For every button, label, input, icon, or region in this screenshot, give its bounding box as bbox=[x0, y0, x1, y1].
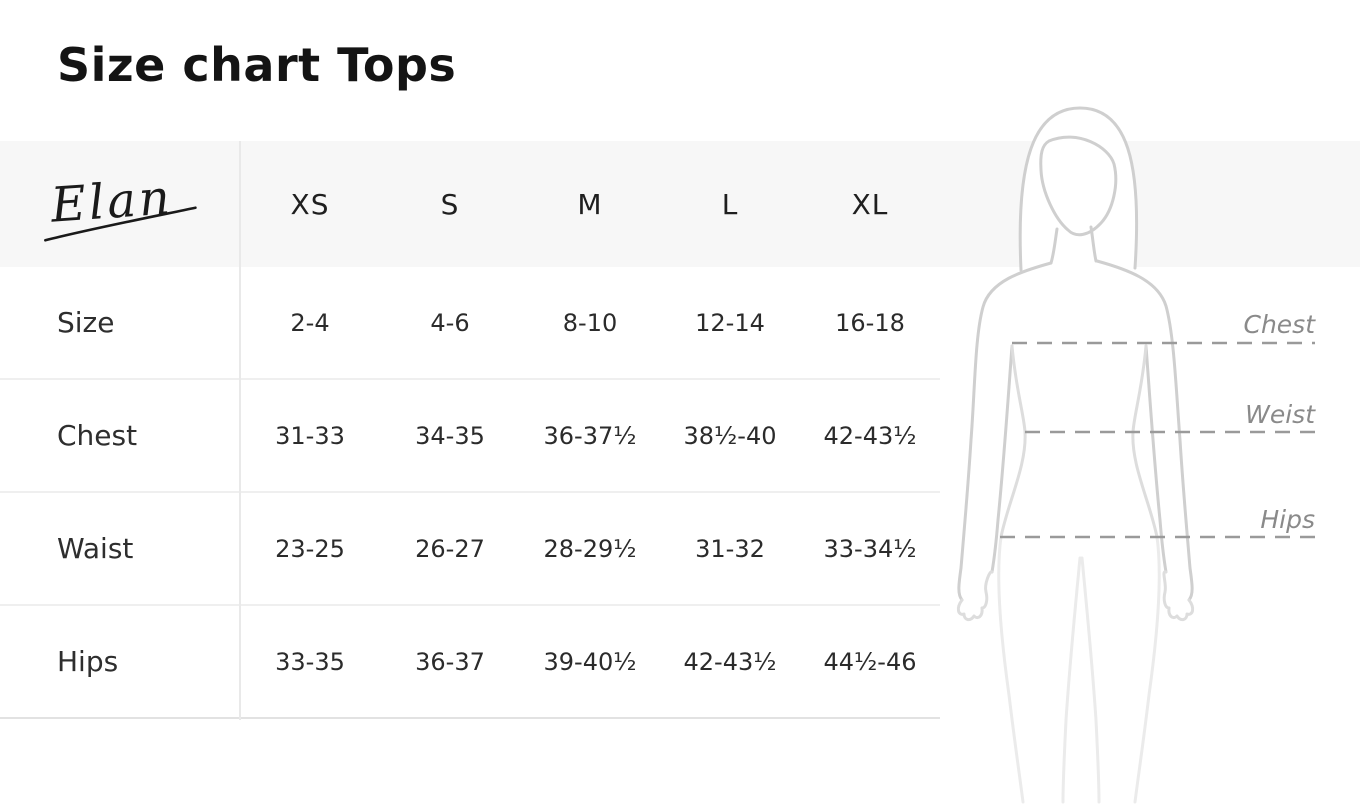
size-header-m: M bbox=[577, 187, 603, 221]
hair-outline bbox=[1018, 106, 1139, 272]
size-header-l: L bbox=[721, 187, 739, 221]
chest-measure-label: Chest bbox=[1243, 310, 1315, 339]
right-outer-leg bbox=[1133, 535, 1161, 804]
neck-right bbox=[1089, 225, 1098, 263]
size-xl-value: 16-18 bbox=[835, 308, 905, 337]
right-inner-arm bbox=[1144, 344, 1168, 574]
size-chart-table: Elan XS S M L XL Size 2-4 4-6 8-10 12-14… bbox=[0, 141, 940, 719]
shoulder-fill bbox=[984, 265, 1178, 375]
left-inner-leg bbox=[1061, 556, 1082, 804]
chest-l-value: 38½-40 bbox=[683, 421, 777, 450]
table-row-chest: Chest 31-33 34-35 36-37½ 38½-40 42-43½ bbox=[0, 380, 940, 493]
waist-xl-value: 33-34½ bbox=[823, 534, 917, 563]
size-m-value: 8-10 bbox=[562, 308, 618, 337]
neck-left bbox=[1049, 227, 1059, 265]
waist-xs-value: 23-25 bbox=[275, 534, 345, 563]
table-row-size: Size 2-4 4-6 8-10 12-14 16-18 bbox=[0, 267, 940, 380]
right-hand bbox=[1162, 570, 1195, 622]
hips-l-value: 42-43½ bbox=[683, 647, 777, 676]
hips-xs-value: 33-35 bbox=[275, 647, 345, 676]
left-inner-arm bbox=[990, 344, 1014, 574]
row-label-waist: Waist bbox=[57, 532, 134, 565]
table-column-divider bbox=[239, 141, 241, 720]
hips-s-value: 36-37 bbox=[415, 647, 485, 676]
waist-l-value: 31-32 bbox=[695, 534, 765, 563]
waist-s-value: 26-27 bbox=[415, 534, 485, 563]
hips-xl-value: 44½-46 bbox=[823, 647, 917, 676]
hips-measure-label: Hips bbox=[1260, 505, 1315, 534]
female-figure-illustration bbox=[930, 100, 1360, 804]
chest-xs-value: 31-33 bbox=[275, 421, 345, 450]
row-label-hips: Hips bbox=[57, 645, 119, 678]
size-header-s: S bbox=[440, 187, 460, 221]
weist-measure-label: Weist bbox=[1245, 400, 1315, 429]
brand-logo-text: Elan bbox=[48, 169, 175, 233]
size-header-xs: XS bbox=[290, 187, 330, 221]
brand-logo: Elan bbox=[44, 169, 197, 242]
left-outer-leg bbox=[997, 535, 1025, 804]
left-shoulder-arm bbox=[957, 261, 1053, 602]
chest-xl-value: 42-43½ bbox=[823, 421, 917, 450]
size-xs-value: 2-4 bbox=[290, 308, 330, 337]
hips-m-value: 39-40½ bbox=[543, 647, 637, 676]
waist-m-value: 28-29½ bbox=[543, 534, 637, 563]
face-outline bbox=[1039, 135, 1118, 237]
row-label-chest: Chest bbox=[57, 419, 138, 452]
chest-m-value: 36-37½ bbox=[543, 421, 637, 450]
table-header-row: Elan XS S M L XL bbox=[0, 141, 940, 267]
right-inner-leg bbox=[1080, 556, 1101, 804]
table-row-waist: Waist 23-25 26-27 28-29½ 31-32 33-34½ bbox=[0, 493, 940, 606]
row-label-size: Size bbox=[57, 306, 115, 339]
right-shoulder-arm bbox=[1095, 259, 1194, 602]
size-l-value: 12-14 bbox=[695, 308, 765, 337]
chest-s-value: 34-35 bbox=[415, 421, 485, 450]
brand-logo-underline bbox=[44, 206, 197, 242]
size-header-xl: XL bbox=[851, 187, 889, 221]
female-figure-svg bbox=[956, 106, 1315, 804]
left-hand bbox=[956, 570, 994, 622]
page-title: Size chart Tops bbox=[57, 38, 457, 92]
brand-logo-cell: Elan bbox=[0, 141, 240, 267]
table-row-hips: Hips 33-35 36-37 39-40½ 42-43½ 44½-46 bbox=[0, 606, 940, 719]
size-s-value: 4-6 bbox=[430, 308, 470, 337]
